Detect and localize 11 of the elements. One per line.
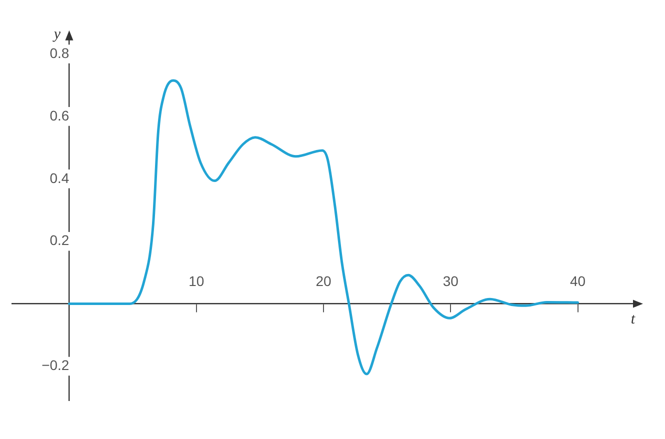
y-tick-label: −0.2 (42, 357, 70, 374)
x-tick-label: 40 (570, 273, 586, 290)
x-tick-label: 30 (442, 273, 459, 290)
y-tick-label: 0.4 (50, 170, 70, 186)
x-tick-label: 10 (188, 273, 204, 290)
y-tick-label: 0.8 (50, 44, 70, 61)
x-axis-title: t (630, 312, 636, 328)
x-tick-label: 20 (316, 273, 332, 290)
y-tick-label: 0.6 (50, 107, 70, 124)
y-tick-label: 0.2 (50, 232, 70, 248)
y-axis-title: y (52, 26, 61, 42)
